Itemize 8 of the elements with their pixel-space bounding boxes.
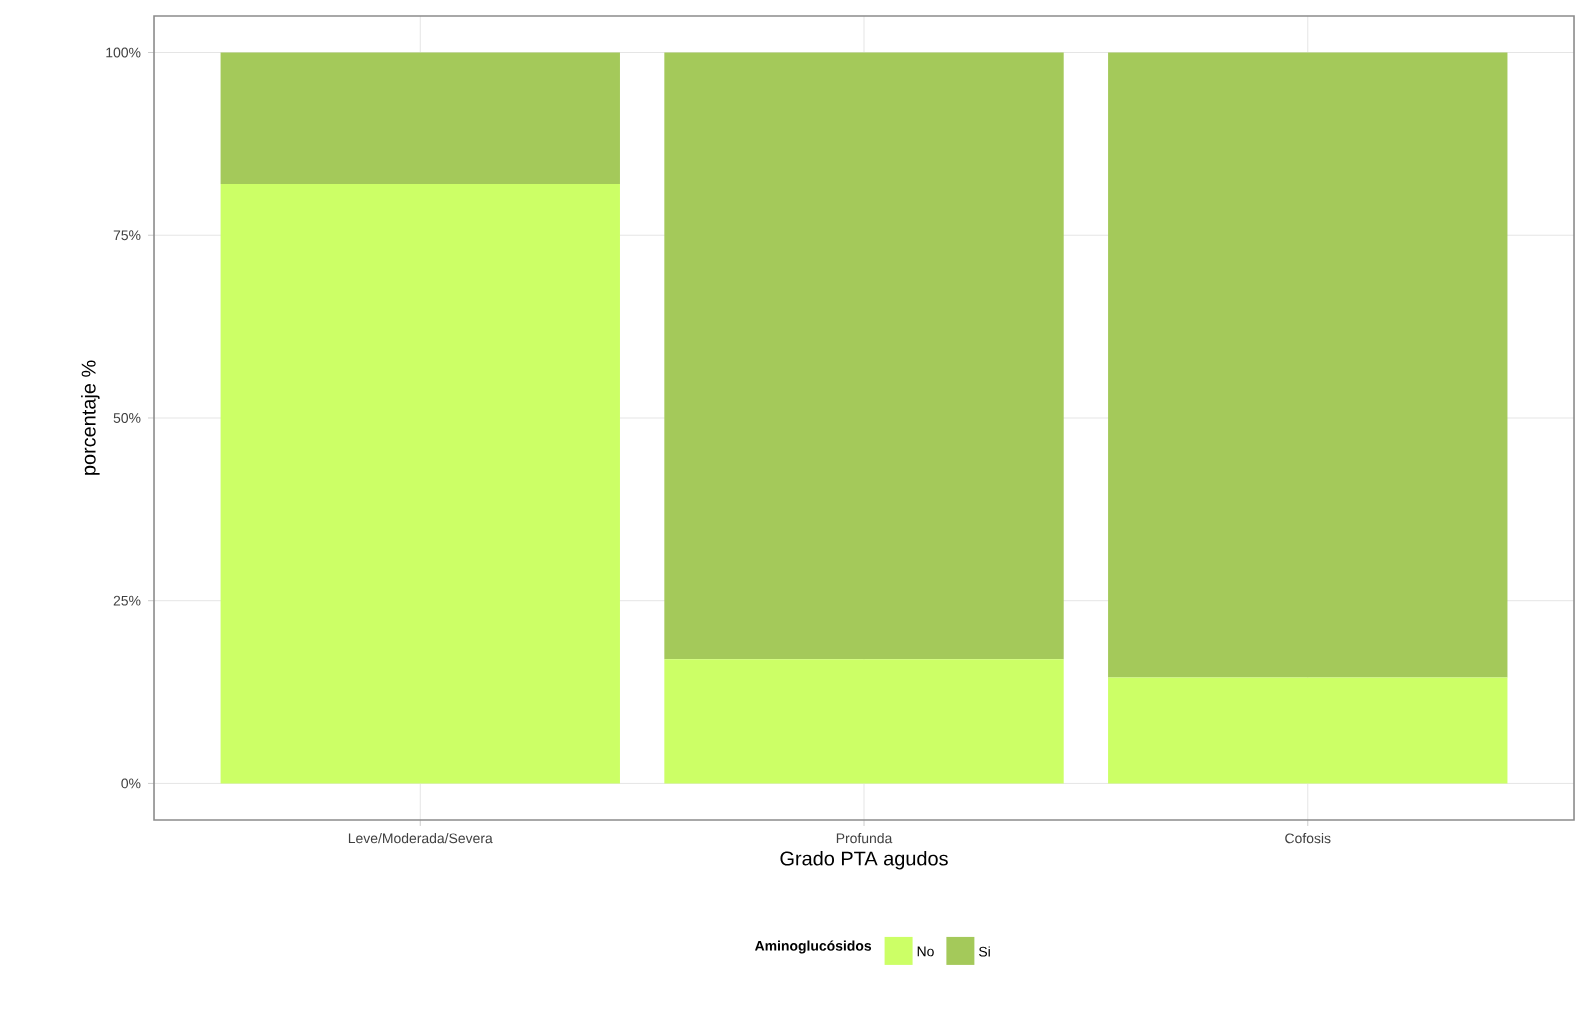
bar <box>220 184 620 784</box>
bar <box>1108 52 1508 678</box>
x-axis-title: Grado PTA agudos <box>780 850 948 870</box>
bar <box>220 52 620 185</box>
bar <box>664 659 1064 784</box>
bar <box>1108 677 1508 784</box>
y-axis-title: porcentaje % <box>81 360 100 475</box>
bar <box>664 52 1064 660</box>
